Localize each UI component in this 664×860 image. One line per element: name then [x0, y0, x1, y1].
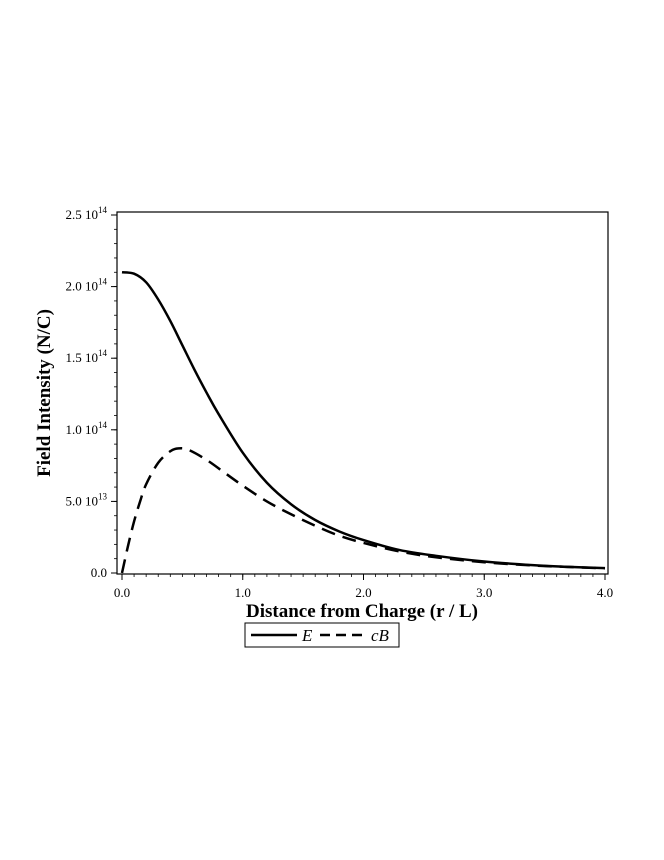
x-tick-label-4: 4.0 — [597, 585, 613, 600]
y-tick-label-2: 1.0 1014 — [66, 420, 108, 437]
y-tick-label-4: 2.0 1014 — [66, 277, 108, 294]
x-tick-label-3: 3.0 — [476, 585, 492, 600]
legend: E cB — [244, 622, 400, 648]
legend-label-E: E — [301, 626, 313, 645]
y-axis-title: Field Intensity (N/C) — [34, 309, 55, 477]
series-line-E — [121, 271, 606, 570]
y-tick-label-3: 1.5 1014 — [66, 348, 108, 365]
x-axis-title: Distance from Charge (r / L) — [246, 601, 478, 622]
plot-frame — [116, 211, 609, 575]
legend-label-cB: cB — [371, 626, 390, 645]
x-tick-label-1: 1.0 — [235, 585, 251, 600]
series-layer — [120, 271, 606, 574]
x-tick-label-2: 2.0 — [355, 585, 371, 600]
y-tick-label-5: 2.5 1014 — [66, 205, 108, 222]
series-line-cB — [120, 447, 606, 574]
y-tick-label-1: 5.0 1013 — [66, 491, 108, 508]
x-axis: 0.0 1.0 2.0 3.0 4.0 — [114, 574, 613, 600]
y-axis: 0.0 5.0 1013 1.0 1014 1.5 1014 2.0 1014 2.5 1… — [66, 205, 117, 580]
x-tick-label-0: 0.0 — [114, 585, 130, 600]
y-tick-label-0: 0.0 — [91, 565, 107, 580]
